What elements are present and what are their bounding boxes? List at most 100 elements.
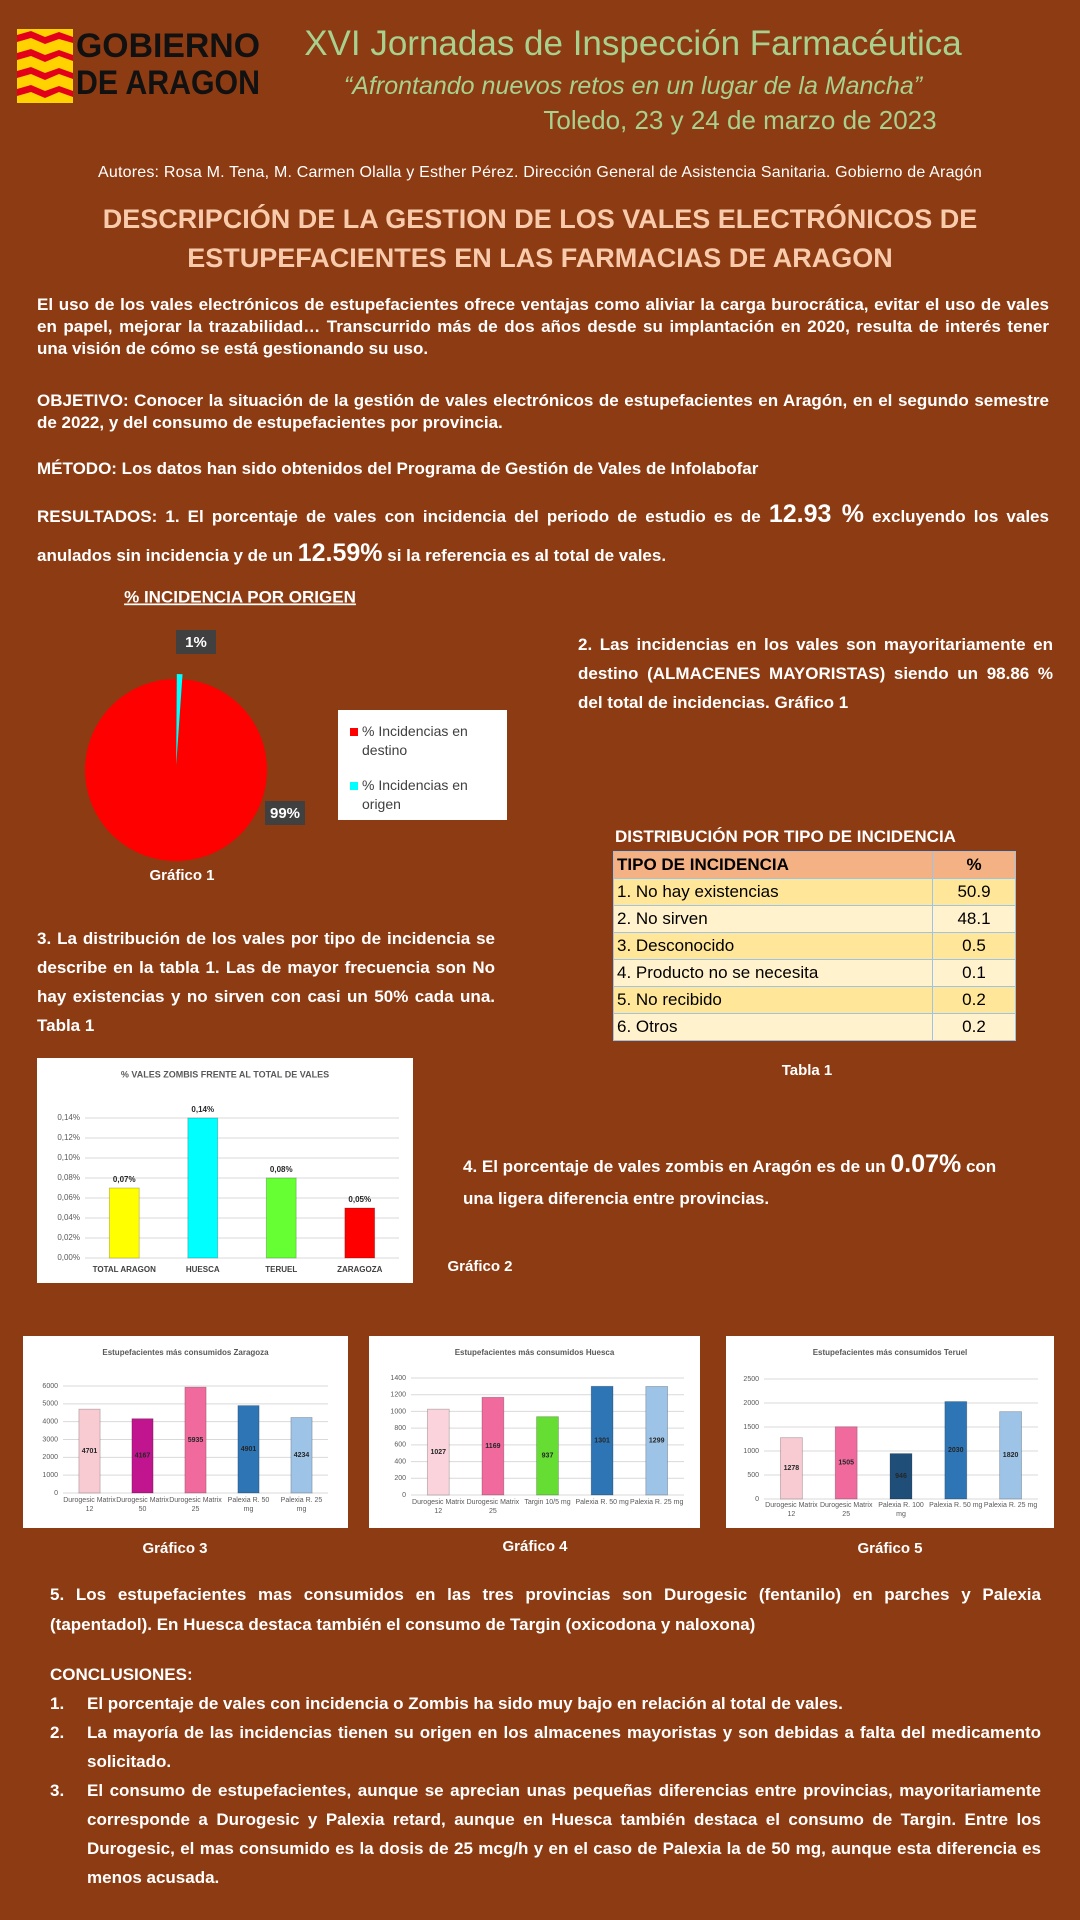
bar: [184, 1386, 207, 1494]
table-title: DISTRIBUCIÓN POR TIPO DE INCIDENCIA: [615, 827, 956, 846]
flag-stripes: [17, 31, 73, 98]
y-tick-label: 800: [394, 1425, 406, 1432]
bar: [889, 1453, 913, 1500]
data-label: 937: [542, 1453, 554, 1460]
conclusions: CONCLUSIONES: 1. El porcentaje de vales c…: [50, 1660, 1041, 1892]
bar: [536, 1416, 559, 1496]
y-tick-label: 1200: [390, 1392, 406, 1399]
logo-line: DE ARAGON: [76, 64, 260, 102]
y-tick-label: 1000: [390, 1408, 406, 1415]
conclusion-item: 3. El consumo de estupefacientes, aunque …: [50, 1776, 1041, 1892]
x-tick-label: TERUEL: [265, 1265, 297, 1274]
x-tick-label-box: Durogesic Matrix 12: [63, 1497, 116, 1513]
text: con una ligera diferencia entre provinci…: [463, 1157, 997, 1208]
x-tick-label: Palexia R. 50 mg: [227, 1497, 270, 1513]
conclusions-title: CONCLUSIONES:: [50, 1665, 193, 1684]
x-tick-label-box: Palexia R. 50 mg: [929, 1502, 982, 1509]
chart-title: Estupefacientes más consumidos Zaragoza: [102, 1348, 269, 1357]
y-tick-label: 3000: [42, 1436, 58, 1443]
y-tick-label: 0: [54, 1490, 58, 1497]
data-label: 946: [895, 1473, 907, 1480]
data-label: 1278: [784, 1465, 800, 1472]
chart-title: % VALES ZOMBIS FRENTE AL TOTAL DE VALES: [121, 1069, 329, 1079]
y-tick-label: 2500: [743, 1376, 759, 1383]
logo: GOBIERNO DE ARAGON: [17, 29, 260, 103]
bar: [780, 1437, 803, 1500]
item-text: El porcentaje de vales con incidencia o …: [87, 1694, 843, 1713]
table-row: 2. No sirven 48.1: [613, 905, 1016, 933]
table-cell: 6. Otros: [613, 1013, 933, 1041]
bar: [834, 1426, 858, 1500]
title: XVI Jornadas de Inspección Farmacéutica: [304, 24, 962, 63]
x-tick-label: Durogesic Matrix 12: [63, 1497, 116, 1513]
header-cell: TIPO DE INCIDENCIA: [613, 851, 933, 879]
bar: [78, 1408, 101, 1494]
y-tick-label: 200: [394, 1475, 406, 1482]
data-label: 99%: [270, 805, 300, 822]
x-tick-label-box: Durogesic Matrix 50: [116, 1497, 169, 1513]
pie-slice: [84, 679, 267, 861]
x-tick-label: Palexia R. 100 mg: [878, 1502, 924, 1518]
metodo: MÉTODO: Los datos han sido obtenidos del…: [37, 459, 759, 478]
table-cell: 1. No hay existencias: [613, 878, 933, 906]
legend-swatch: [350, 728, 358, 736]
bar: [290, 1417, 313, 1494]
x-tick-label-box: Palexia R. 25 mg: [630, 1499, 683, 1506]
caption: Gráfico 3: [142, 1540, 208, 1557]
data-label: 4901: [241, 1446, 257, 1453]
item-number: 3.: [50, 1781, 65, 1800]
bar: [265, 1177, 297, 1259]
table-row: 1. No hay existencias 50.9: [613, 878, 1016, 906]
y-tick-label: 0,00%: [57, 1253, 80, 1262]
data-label: 1820: [1003, 1452, 1019, 1459]
x-tick-label-box: Durogesic Matrix 12: [765, 1502, 818, 1518]
y-tick-label: 1400: [390, 1375, 406, 1382]
table-cell: 2. No sirven: [613, 905, 933, 933]
bar: [108, 1187, 140, 1259]
x-tick-label: Durogesic Matrix 25: [466, 1499, 520, 1515]
caption: Gráfico 4: [502, 1538, 568, 1555]
x-tick-label: Durogesic Matrix 25: [819, 1502, 873, 1518]
pie-slice: [176, 674, 183, 766]
table-cell: 48.1: [932, 905, 1016, 933]
y-tick-label: 0,02%: [57, 1233, 80, 1242]
x-tick-label: Palexia R. 50 mg: [575, 1499, 629, 1506]
x-tick-label-box: Palexia R. 25 mg: [280, 1497, 323, 1513]
legend-entry: % Incidencias en origen: [362, 777, 468, 812]
highlight: 0.07%: [890, 1150, 962, 1178]
data-label: 1299: [649, 1438, 665, 1445]
objetivo: OBJETIVO: Conocer la situación de la ges…: [37, 391, 1049, 432]
data-label: 1169: [485, 1443, 500, 1450]
bar: [344, 1207, 376, 1259]
x-tick-label: TOTAL ARAGON: [93, 1265, 156, 1274]
y-tick-label: 400: [394, 1458, 406, 1465]
table-cell: 3. Desconocido: [613, 932, 933, 960]
data-label: 1505: [838, 1460, 854, 1467]
y-tick-label: 1000: [42, 1472, 58, 1479]
data-label: 4167: [135, 1453, 151, 1460]
item4: 4. El porcentaje de vales zombis en Arag…: [463, 1148, 1023, 1215]
bar-chart: Estupefacientes más consumidos Zaragoza 0…: [23, 1336, 348, 1528]
y-tick-label: 0: [402, 1492, 406, 1499]
y-tick-label: 6000: [42, 1383, 58, 1390]
table-cell: 0.2: [932, 986, 1016, 1014]
item2: 2. Las incidencias en los vales son mayo…: [578, 635, 1053, 712]
legend-label: % Incidencias en destino: [362, 723, 468, 758]
bar: [131, 1418, 154, 1494]
chart-title: % INCIDENCIA POR ORIGEN: [124, 587, 356, 606]
y-tick-label: 0,04%: [57, 1213, 80, 1222]
caption: Tabla 1: [781, 1062, 833, 1079]
data-label: 4701: [82, 1448, 98, 1455]
table: TIPO DE INCIDENCIA% 1. No hay existencias…: [613, 851, 1016, 1041]
x-tick-label: Palexia R. 25 mg: [280, 1497, 323, 1513]
table-row: 5. No recibido 0.2: [613, 986, 1016, 1014]
text: 4. El porcentaje de vales zombis en Arag…: [463, 1157, 886, 1176]
pie-chart: % INCIDENCIA POR ORIGEN 99% 1% % Incidencia…: [84, 587, 507, 861]
bar: [237, 1405, 260, 1494]
data-label: 5935: [188, 1437, 204, 1444]
text: si la referencia es al total de vales.: [387, 546, 667, 565]
caption: Gráfico 2: [447, 1258, 513, 1275]
main-title: DESCRIPCIÓN DE LA GESTION DE LOS VALES E…: [102, 204, 978, 273]
